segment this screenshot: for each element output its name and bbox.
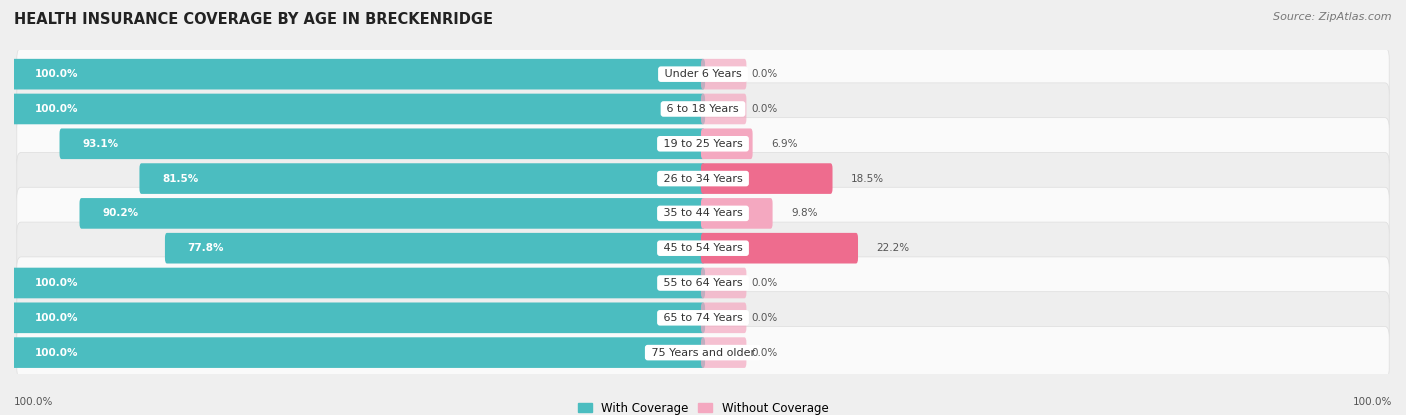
- Text: Source: ZipAtlas.com: Source: ZipAtlas.com: [1274, 12, 1392, 22]
- FancyBboxPatch shape: [702, 337, 747, 368]
- FancyBboxPatch shape: [13, 59, 704, 90]
- FancyBboxPatch shape: [13, 94, 704, 124]
- FancyBboxPatch shape: [17, 118, 1389, 170]
- Text: 26 to 34 Years: 26 to 34 Years: [659, 173, 747, 183]
- FancyBboxPatch shape: [702, 268, 747, 298]
- FancyBboxPatch shape: [702, 59, 747, 90]
- FancyBboxPatch shape: [702, 94, 747, 124]
- Text: 93.1%: 93.1%: [83, 139, 118, 149]
- FancyBboxPatch shape: [13, 268, 704, 298]
- Text: 100.0%: 100.0%: [35, 69, 79, 79]
- Text: 0.0%: 0.0%: [751, 348, 778, 358]
- Text: 100.0%: 100.0%: [14, 397, 53, 407]
- FancyBboxPatch shape: [17, 292, 1389, 344]
- Text: 22.2%: 22.2%: [876, 243, 910, 253]
- Text: 0.0%: 0.0%: [751, 278, 778, 288]
- FancyBboxPatch shape: [17, 187, 1389, 239]
- Text: 0.0%: 0.0%: [751, 69, 778, 79]
- Text: 100.0%: 100.0%: [35, 348, 79, 358]
- FancyBboxPatch shape: [13, 337, 704, 368]
- FancyBboxPatch shape: [59, 129, 704, 159]
- Text: 75 Years and older: 75 Years and older: [648, 348, 758, 358]
- FancyBboxPatch shape: [702, 163, 832, 194]
- FancyBboxPatch shape: [702, 303, 747, 333]
- FancyBboxPatch shape: [17, 152, 1389, 205]
- Text: 100.0%: 100.0%: [35, 104, 79, 114]
- Text: 90.2%: 90.2%: [103, 208, 138, 218]
- Text: 45 to 54 Years: 45 to 54 Years: [659, 243, 747, 253]
- FancyBboxPatch shape: [702, 198, 772, 229]
- FancyBboxPatch shape: [17, 48, 1389, 100]
- Text: 100.0%: 100.0%: [35, 278, 79, 288]
- Text: 55 to 64 Years: 55 to 64 Years: [659, 278, 747, 288]
- FancyBboxPatch shape: [139, 163, 704, 194]
- Text: 19 to 25 Years: 19 to 25 Years: [659, 139, 747, 149]
- FancyBboxPatch shape: [17, 257, 1389, 309]
- FancyBboxPatch shape: [702, 233, 858, 264]
- Text: 65 to 74 Years: 65 to 74 Years: [659, 313, 747, 323]
- FancyBboxPatch shape: [17, 327, 1389, 379]
- Text: 9.8%: 9.8%: [792, 208, 818, 218]
- Text: 81.5%: 81.5%: [162, 173, 198, 183]
- FancyBboxPatch shape: [165, 233, 704, 264]
- FancyBboxPatch shape: [702, 129, 752, 159]
- Text: 35 to 44 Years: 35 to 44 Years: [659, 208, 747, 218]
- FancyBboxPatch shape: [13, 303, 704, 333]
- Legend: With Coverage, Without Coverage: With Coverage, Without Coverage: [572, 397, 834, 415]
- Text: 18.5%: 18.5%: [851, 173, 884, 183]
- Text: 77.8%: 77.8%: [187, 243, 224, 253]
- FancyBboxPatch shape: [17, 222, 1389, 274]
- Text: 6 to 18 Years: 6 to 18 Years: [664, 104, 742, 114]
- Text: 0.0%: 0.0%: [751, 313, 778, 323]
- Text: HEALTH INSURANCE COVERAGE BY AGE IN BRECKENRIDGE: HEALTH INSURANCE COVERAGE BY AGE IN BREC…: [14, 12, 494, 27]
- Text: 100.0%: 100.0%: [1353, 397, 1392, 407]
- FancyBboxPatch shape: [80, 198, 704, 229]
- Text: 100.0%: 100.0%: [35, 313, 79, 323]
- FancyBboxPatch shape: [17, 83, 1389, 135]
- Text: 6.9%: 6.9%: [772, 139, 797, 149]
- Text: Under 6 Years: Under 6 Years: [661, 69, 745, 79]
- Text: 0.0%: 0.0%: [751, 104, 778, 114]
